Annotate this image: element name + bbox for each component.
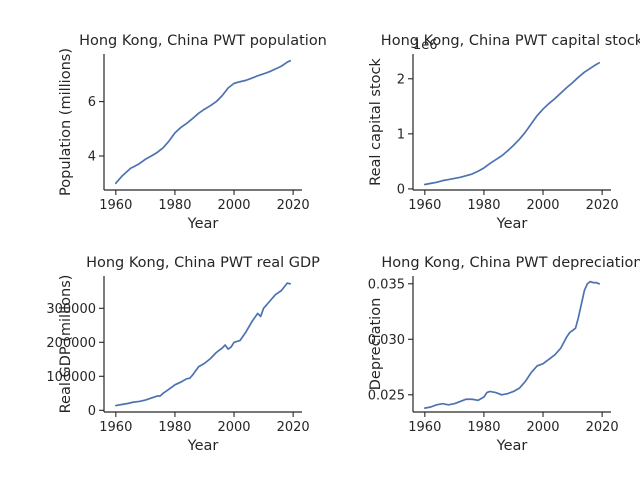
x-tick-label: 2000 xyxy=(526,420,559,435)
y-tick-label: 0.025 xyxy=(368,388,405,403)
x-tick-label: 1960 xyxy=(408,420,441,435)
chart-panel-3: 1960 1980 2000 2020 0 100000 200000 300000 Hong … xyxy=(46,255,320,454)
x-tick-label: 1980 xyxy=(158,420,191,435)
series-line xyxy=(423,61,601,186)
x-axis-label: Year xyxy=(187,216,219,232)
y-tick-label: 300000 xyxy=(46,302,96,317)
x-tick-label: 1960 xyxy=(99,198,132,213)
x-axis-label: Year xyxy=(187,438,219,454)
x-tick-label: 1980 xyxy=(467,420,500,435)
chart-panel-1: 1960 1980 2000 2020 4 6 Hong Kong, China PWT p… xyxy=(58,33,327,232)
x-tick-label: 2020 xyxy=(586,420,619,435)
x-tick-label: 2020 xyxy=(277,420,310,435)
series-line xyxy=(114,282,292,407)
chart-title: Hong Kong, China PWT real GDP xyxy=(86,255,320,271)
y-tick-label: 200000 xyxy=(46,336,96,351)
y-axis-label: Population (millions) xyxy=(58,48,74,196)
series-line xyxy=(114,59,292,185)
chart-panel-4: 1960 1980 2000 2020 0.025 0.030 0.035 Hong Kong… xyxy=(368,255,640,454)
x-tick-label: 1960 xyxy=(408,198,441,213)
y-tick-label: 2 xyxy=(397,72,405,87)
chart-title: Hong Kong, China PWT capital stock xyxy=(381,33,640,49)
x-tick-label: 2000 xyxy=(217,420,250,435)
y-axis-label: Depreciation xyxy=(368,298,384,391)
x-tick-label: 1980 xyxy=(467,198,500,213)
y-tick-label: 0.035 xyxy=(368,277,405,292)
y-tick-label: 0 xyxy=(88,404,96,419)
x-axis-label: Year xyxy=(496,216,528,232)
y-tick-label: 1 xyxy=(397,127,405,142)
y-offset-label: 1e6 xyxy=(413,38,438,53)
chart-title: Hong Kong, China PWT population xyxy=(79,33,327,49)
x-tick-label: 2000 xyxy=(526,198,559,213)
x-tick-label: 1980 xyxy=(158,198,191,213)
chart-title: Hong Kong, China PWT depreciation xyxy=(381,255,640,271)
y-axis-label: Real capital stock xyxy=(368,58,384,186)
x-axis-label: Year xyxy=(496,438,528,454)
x-tick-label: 2020 xyxy=(586,198,619,213)
y-axis-label: Real GDP (millions) xyxy=(58,275,74,414)
x-tick-label: 2020 xyxy=(277,198,310,213)
y-tick-label: 0.030 xyxy=(368,333,405,348)
y-tick-label: 100000 xyxy=(46,370,96,385)
y-tick-label: 6 xyxy=(88,95,96,110)
x-tick-label: 2000 xyxy=(217,198,250,213)
y-tick-label: 4 xyxy=(88,150,96,165)
series-line xyxy=(423,280,601,409)
y-tick-label: 0 xyxy=(397,182,405,197)
x-tick-label: 1960 xyxy=(99,420,132,435)
